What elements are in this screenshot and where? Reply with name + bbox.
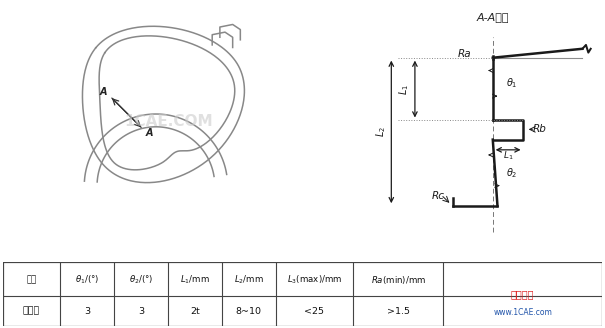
Text: $L_3$(max)/mm: $L_3$(max)/mm	[287, 274, 342, 286]
Text: >1.5: >1.5	[387, 306, 410, 316]
Text: 仿真在线: 仿真在线	[511, 289, 534, 299]
Text: $θ_1$: $θ_1$	[506, 76, 517, 90]
FancyBboxPatch shape	[3, 262, 602, 326]
Text: $L_2$: $L_2$	[374, 126, 388, 137]
Text: 3: 3	[84, 306, 90, 316]
Text: $L_1$: $L_1$	[503, 150, 514, 162]
Text: www.1CAE.com: www.1CAE.com	[493, 308, 552, 317]
Text: <25: <25	[304, 306, 324, 316]
Text: Ra: Ra	[457, 49, 471, 59]
Text: $θ_2$: $θ_2$	[506, 166, 517, 180]
Text: 2t: 2t	[190, 306, 200, 316]
Text: A-A放大: A-A放大	[477, 12, 509, 22]
Text: A: A	[146, 128, 153, 138]
Text: $L_1$/mm: $L_1$/mm	[180, 274, 210, 286]
Text: A: A	[100, 87, 107, 97]
Text: 建议值: 建议值	[23, 306, 40, 316]
Text: $L_2$/mm: $L_2$/mm	[234, 274, 264, 286]
Text: Rb: Rb	[533, 124, 547, 134]
Text: $\theta_1$/(°): $\theta_1$/(°)	[74, 274, 99, 286]
Text: $\theta_2$/(°): $\theta_2$/(°)	[128, 274, 153, 286]
Text: 3: 3	[138, 306, 144, 316]
Text: $Ra$(min)/mm: $Ra$(min)/mm	[371, 274, 426, 286]
Text: $L_1$: $L_1$	[397, 84, 411, 95]
Text: Rc: Rc	[432, 191, 445, 201]
Text: 类别: 类别	[27, 275, 36, 284]
Text: 8~10: 8~10	[235, 306, 261, 316]
Text: 1CAE.COM: 1CAE.COM	[125, 114, 213, 129]
